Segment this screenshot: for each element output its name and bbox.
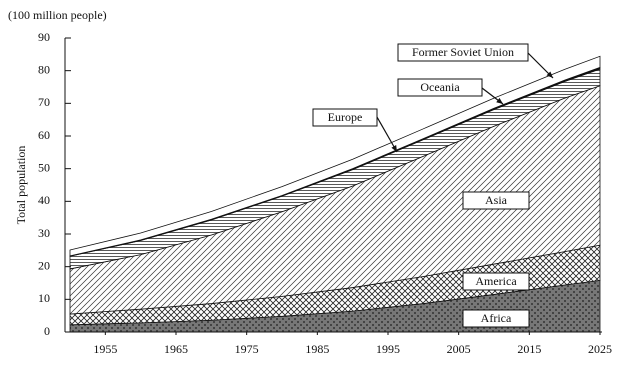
legend-box bbox=[397, 43, 529, 62]
x-tick-label: 1955 bbox=[93, 342, 117, 356]
x-tick-label: 2015 bbox=[517, 342, 541, 356]
x-tick-label: 2005 bbox=[447, 342, 471, 356]
legend-label: Former Soviet Union bbox=[412, 45, 514, 59]
x-tick-label: 1975 bbox=[235, 342, 259, 356]
x-tick-label: 1995 bbox=[376, 342, 400, 356]
y-tick-label: 80 bbox=[38, 62, 50, 76]
area bbox=[69, 55, 601, 257]
callout-arrow bbox=[496, 97, 503, 104]
legend-label: Africa bbox=[481, 311, 512, 325]
y-tick-label: 50 bbox=[38, 160, 50, 174]
legend-label: Oceania bbox=[420, 80, 460, 94]
legend-box bbox=[397, 78, 483, 97]
y-tick-label: 10 bbox=[38, 291, 50, 305]
x-tick-label: 2025 bbox=[588, 342, 612, 356]
legend-box bbox=[462, 309, 530, 328]
y-axis-label: Total population bbox=[14, 146, 28, 225]
y-tick-label: 40 bbox=[38, 193, 50, 207]
legend-box bbox=[462, 191, 530, 210]
y-tick-label: 60 bbox=[38, 128, 50, 142]
x-tick-label: 1985 bbox=[305, 342, 329, 356]
legend-label: America bbox=[475, 274, 517, 288]
y-tick-label: 20 bbox=[38, 258, 50, 272]
legend-label: Asia bbox=[485, 193, 508, 207]
callout-arrow bbox=[391, 145, 397, 152]
y-tick-label: 30 bbox=[38, 226, 50, 240]
callout-line bbox=[376, 116, 398, 153]
callout-arrow bbox=[546, 71, 553, 78]
y-tick-label: 90 bbox=[38, 30, 50, 44]
y-tick-label: 0 bbox=[44, 324, 50, 338]
legend-box bbox=[462, 272, 530, 291]
y-tick-label: 70 bbox=[38, 95, 50, 109]
x-tick-label: 1965 bbox=[164, 342, 188, 356]
unit-label: (100 million people) bbox=[8, 8, 107, 22]
legend-label: Europe bbox=[328, 110, 363, 124]
